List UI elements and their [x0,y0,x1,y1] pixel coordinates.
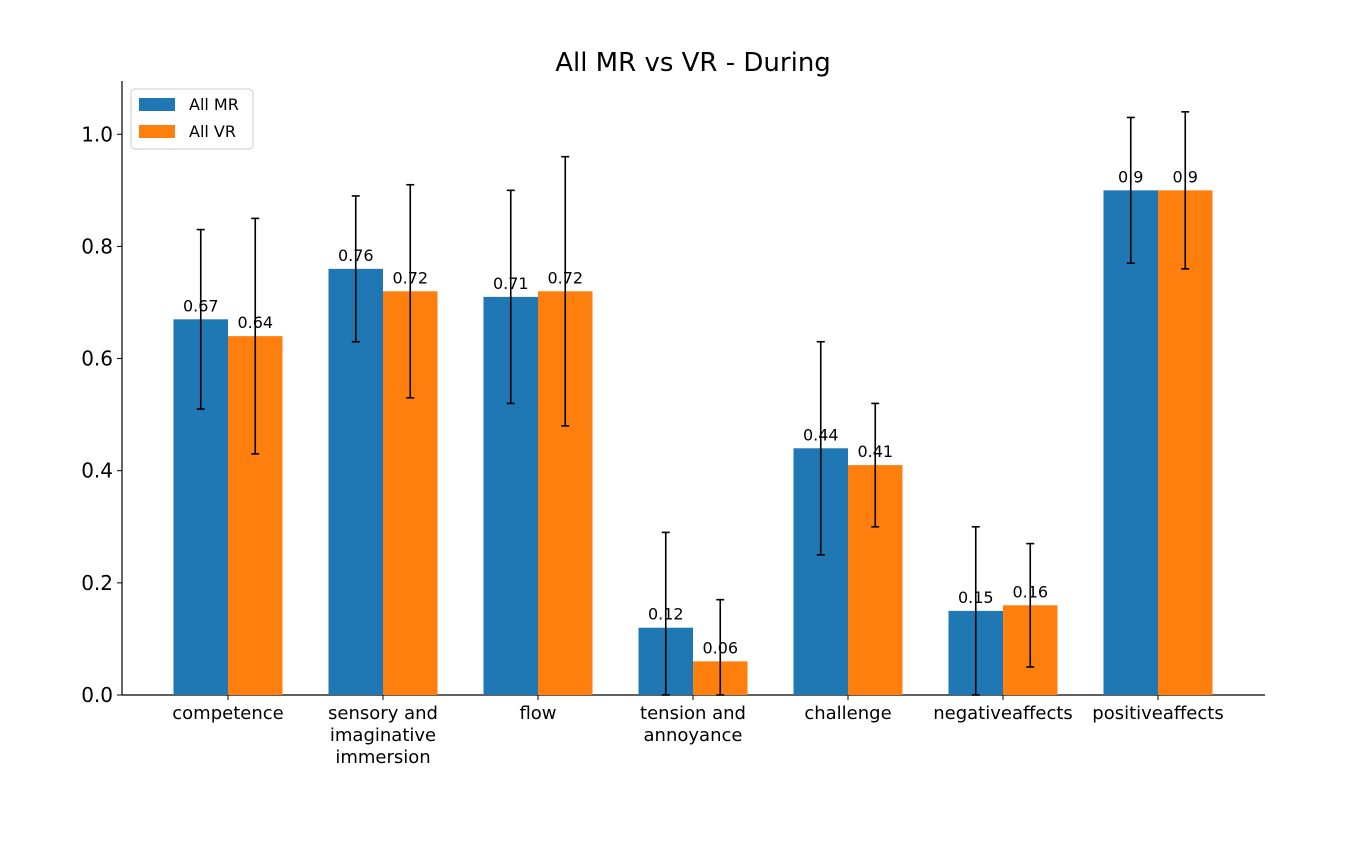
data-label: 0.67 [183,296,219,315]
data-label: 0.06 [702,638,738,657]
data-labels: 0.67 0.64 0.76 0.72 0.71 0.72 0.12 0.06 0.44 0.41… [183,167,1198,657]
y-tick-label: 0.2 [81,571,113,595]
legend-label: All VR [189,122,236,141]
data-label: 0.71 [493,274,529,293]
bar [1158,190,1213,695]
legend: All MR All VR [130,88,254,150]
data-label: 0.9 [1173,167,1198,186]
legend-swatch [139,98,175,111]
data-label: 0.12 [648,605,684,624]
data-label: 0.72 [392,268,428,287]
y-tick-label: 0.8 [81,234,113,258]
x-axis-labels: competence sensory andimaginativeimmersio… [172,703,1223,768]
data-label: 0.44 [803,425,839,444]
data-label: 0.72 [547,268,583,287]
x-tick-label: sensory and [328,703,438,724]
data-label: 0.9 [1118,167,1143,186]
data-label: 0.64 [237,313,273,332]
y-tick-label: 1.0 [81,122,113,146]
x-tick-label: annoyance [644,725,743,746]
x-tick-label: tension and [640,703,746,724]
data-label: 0.76 [338,246,374,265]
x-tick-label: imaginative [330,725,436,746]
data-label: 0.41 [857,442,893,461]
legend-swatch [139,125,175,138]
error-bars [196,111,1190,696]
x-tick-label: competence [172,703,283,724]
y-tick-label: 0.6 [81,347,113,371]
data-label: 0.15 [958,588,994,607]
y-tick-label: 0.0 [81,683,113,707]
chart-title: All MR vs VR - During [555,48,831,78]
axes: 0.0 0.2 0.4 0.6 0.8 1.0 [81,81,1265,707]
bar [1103,190,1158,695]
x-tick-label: negativeaffects [933,703,1073,724]
y-tick-label: 0.4 [81,459,113,483]
bars [173,190,1213,695]
legend-label: All MR [189,95,239,114]
x-tick-label: immersion [335,747,430,768]
x-tick-label: challenge [804,703,891,724]
x-tick-label: flow [519,703,556,724]
data-label: 0.16 [1012,582,1048,601]
x-tick-label: positiveaffects [1092,703,1223,724]
